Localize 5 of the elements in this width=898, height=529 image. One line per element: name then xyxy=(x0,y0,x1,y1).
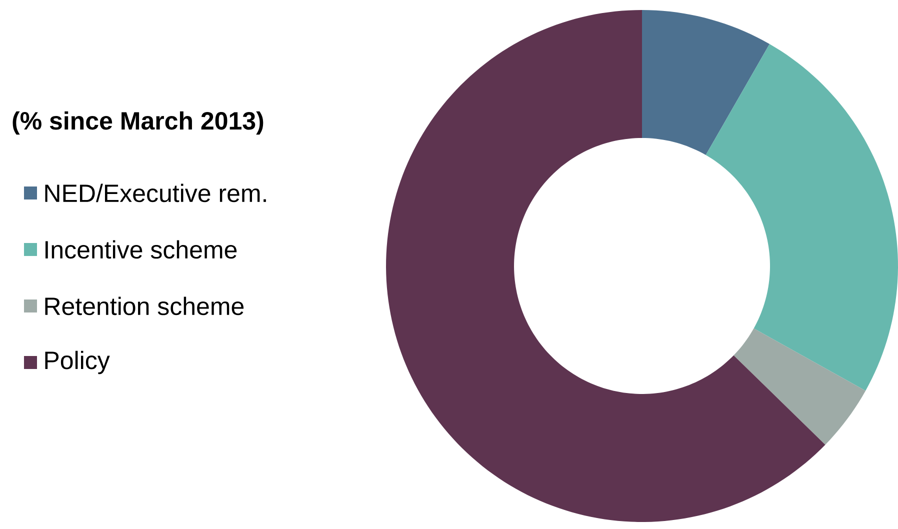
legend-label: Incentive scheme xyxy=(46,240,237,259)
text: (% since March 2013) xyxy=(12,111,264,135)
legend-label: Retention scheme xyxy=(45,296,244,316)
legend-label: NED/Executive rem. xyxy=(45,184,266,202)
legend-label: Policy xyxy=(45,350,110,374)
